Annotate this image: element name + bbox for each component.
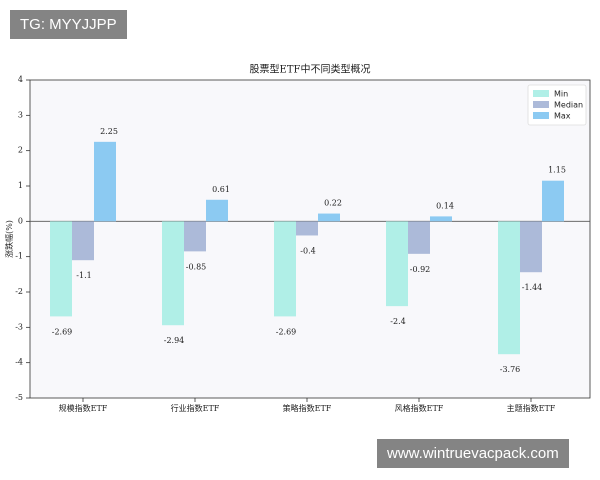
bar: [498, 221, 520, 355]
data-label: -0.4: [300, 246, 315, 255]
legend-label: Max: [554, 112, 571, 121]
bar: [520, 221, 542, 273]
bar: [72, 221, 94, 261]
bar: [50, 221, 72, 317]
bar: [206, 199, 228, 222]
y-tick-label: -2: [15, 287, 23, 296]
data-label: -2.69: [52, 327, 73, 336]
legend-swatch: [533, 101, 549, 108]
x-tick-label: 风格指数ETF: [395, 403, 444, 413]
y-tick-label: 4: [18, 75, 23, 84]
bar: [296, 221, 318, 236]
bar: [542, 180, 564, 222]
data-label: -0.85: [186, 262, 207, 271]
y-tick-label: -3: [15, 322, 23, 331]
y-tick-label: -1: [15, 252, 23, 261]
legend-swatch: [533, 112, 549, 119]
plot-area: [29, 79, 591, 399]
bar: [94, 141, 116, 222]
bar: [386, 221, 408, 307]
bar: [162, 221, 184, 326]
data-label: 0.22: [324, 199, 342, 208]
x-tick-label: 策略指数ETF: [283, 403, 332, 413]
y-tick-label: -5: [15, 393, 23, 402]
data-label: 1.15: [548, 166, 566, 175]
y-tick-label: 1: [18, 181, 23, 190]
bar: [430, 216, 452, 222]
y-tick-label: -4: [15, 358, 23, 367]
y-tick-label: 3: [18, 110, 23, 119]
chart-title: 股票型ETF中不同类型概况: [250, 63, 371, 76]
legend-label: Median: [554, 101, 583, 110]
data-label: -2.94: [164, 336, 185, 345]
watermark: www.wintruevacpack.com: [377, 439, 569, 468]
data-label: 2.25: [100, 127, 118, 136]
x-tick-label: 规模指数ETF: [59, 403, 108, 413]
data-label: 0.61: [212, 185, 230, 194]
x-tick-label: 行业指数ETF: [171, 403, 220, 413]
bar: [274, 221, 296, 317]
data-label: 0.14: [436, 201, 454, 210]
data-label: -2.4: [390, 317, 405, 326]
x-tick-label: 主题指数ETF: [507, 403, 556, 413]
y-tick-label: 0: [18, 216, 23, 225]
bar: [408, 221, 430, 254]
bar: [184, 221, 206, 252]
data-label: -1.44: [522, 283, 543, 292]
bar: [318, 213, 340, 222]
data-label: -1.1: [76, 271, 91, 280]
y-tick-label: 2: [18, 146, 23, 155]
data-label: -2.69: [276, 327, 297, 336]
data-label: -3.76: [500, 365, 521, 374]
legend-swatch: [533, 90, 549, 97]
y-axis-label: 涨跌幅(%): [4, 220, 14, 258]
legend-label: Min: [554, 90, 568, 99]
data-label: -0.92: [410, 265, 431, 274]
watermark: TG: MYYJJPP: [10, 10, 127, 39]
